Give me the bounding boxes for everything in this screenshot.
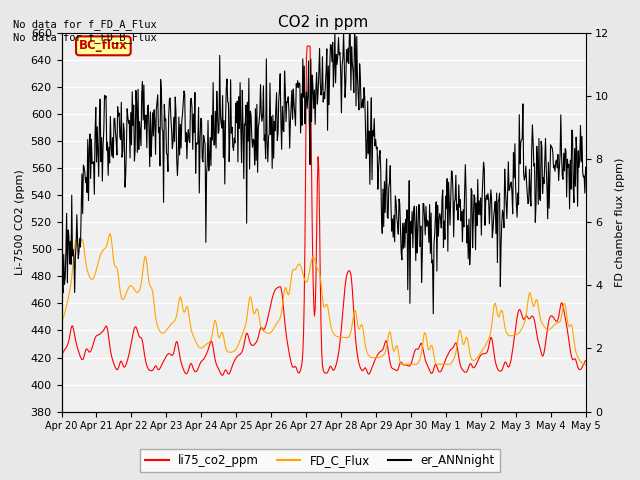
Title: CO2 in ppm: CO2 in ppm bbox=[278, 15, 369, 30]
Y-axis label: Li-7500 CO2 (ppm): Li-7500 CO2 (ppm) bbox=[15, 169, 25, 275]
Y-axis label: FD chamber flux (ppm): FD chamber flux (ppm) bbox=[615, 157, 625, 287]
Text: BC_flux: BC_flux bbox=[79, 39, 128, 52]
Legend: li75_co2_ppm, FD_C_Flux, er_ANNnight: li75_co2_ppm, FD_C_Flux, er_ANNnight bbox=[140, 449, 500, 472]
Text: No data for f_FD_A_Flux
No data for f_FD_B_Flux: No data for f_FD_A_Flux No data for f_FD… bbox=[13, 19, 157, 43]
